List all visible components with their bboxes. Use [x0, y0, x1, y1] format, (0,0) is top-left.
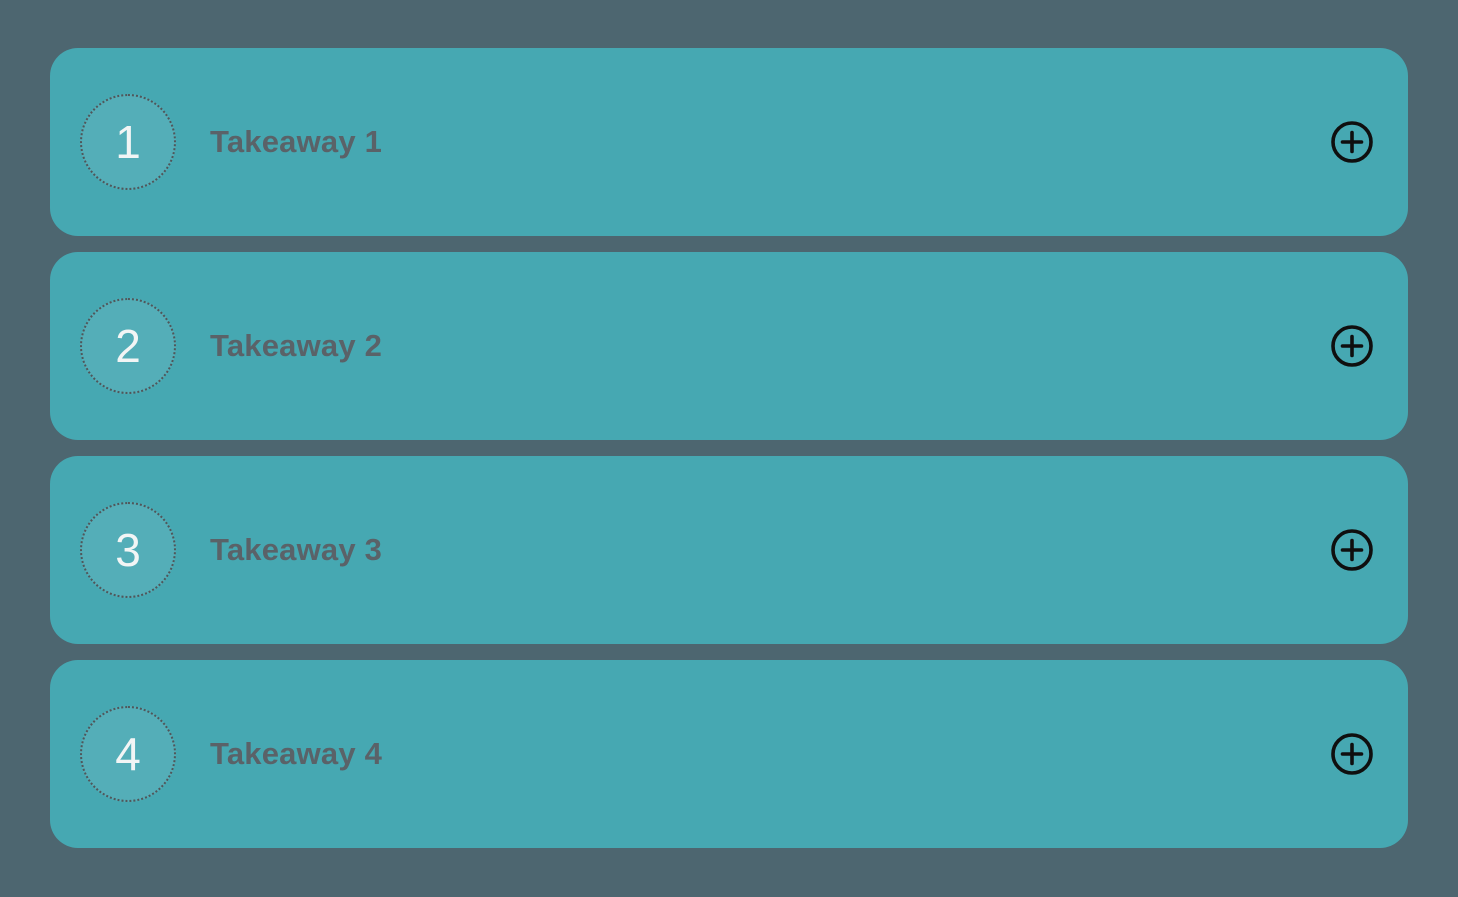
expand-button[interactable]	[1329, 731, 1375, 777]
plus-circle-icon	[1331, 733, 1373, 775]
expand-button[interactable]	[1329, 527, 1375, 573]
plus-circle-icon	[1331, 325, 1373, 367]
takeaway-number: 2	[115, 320, 141, 372]
takeaway-card-4[interactable]: 4 Takeaway 4	[50, 660, 1408, 848]
takeaway-list: 1 Takeaway 1 2 Takeaway 2	[50, 48, 1408, 848]
plus-circle-icon	[1331, 529, 1373, 571]
takeaway-number-badge: 2	[80, 298, 176, 394]
takeaway-number: 3	[115, 524, 141, 576]
takeaway-number-badge: 4	[80, 706, 176, 802]
takeaway-label: Takeaway 2	[210, 328, 383, 363]
expand-button[interactable]	[1329, 119, 1375, 165]
plus-circle-icon	[1331, 121, 1373, 163]
takeaway-label: Takeaway 1	[210, 124, 383, 159]
takeaway-number: 1	[115, 116, 141, 168]
expand-button[interactable]	[1329, 323, 1375, 369]
takeaway-label: Takeaway 3	[210, 532, 383, 567]
takeaway-card-2[interactable]: 2 Takeaway 2	[50, 252, 1408, 440]
takeaway-number: 4	[115, 728, 141, 780]
takeaway-card-1[interactable]: 1 Takeaway 1	[50, 48, 1408, 236]
takeaway-card-3[interactable]: 3 Takeaway 3	[50, 456, 1408, 644]
takeaway-number-badge: 1	[80, 94, 176, 190]
takeaway-label: Takeaway 4	[210, 736, 383, 771]
takeaway-number-badge: 3	[80, 502, 176, 598]
